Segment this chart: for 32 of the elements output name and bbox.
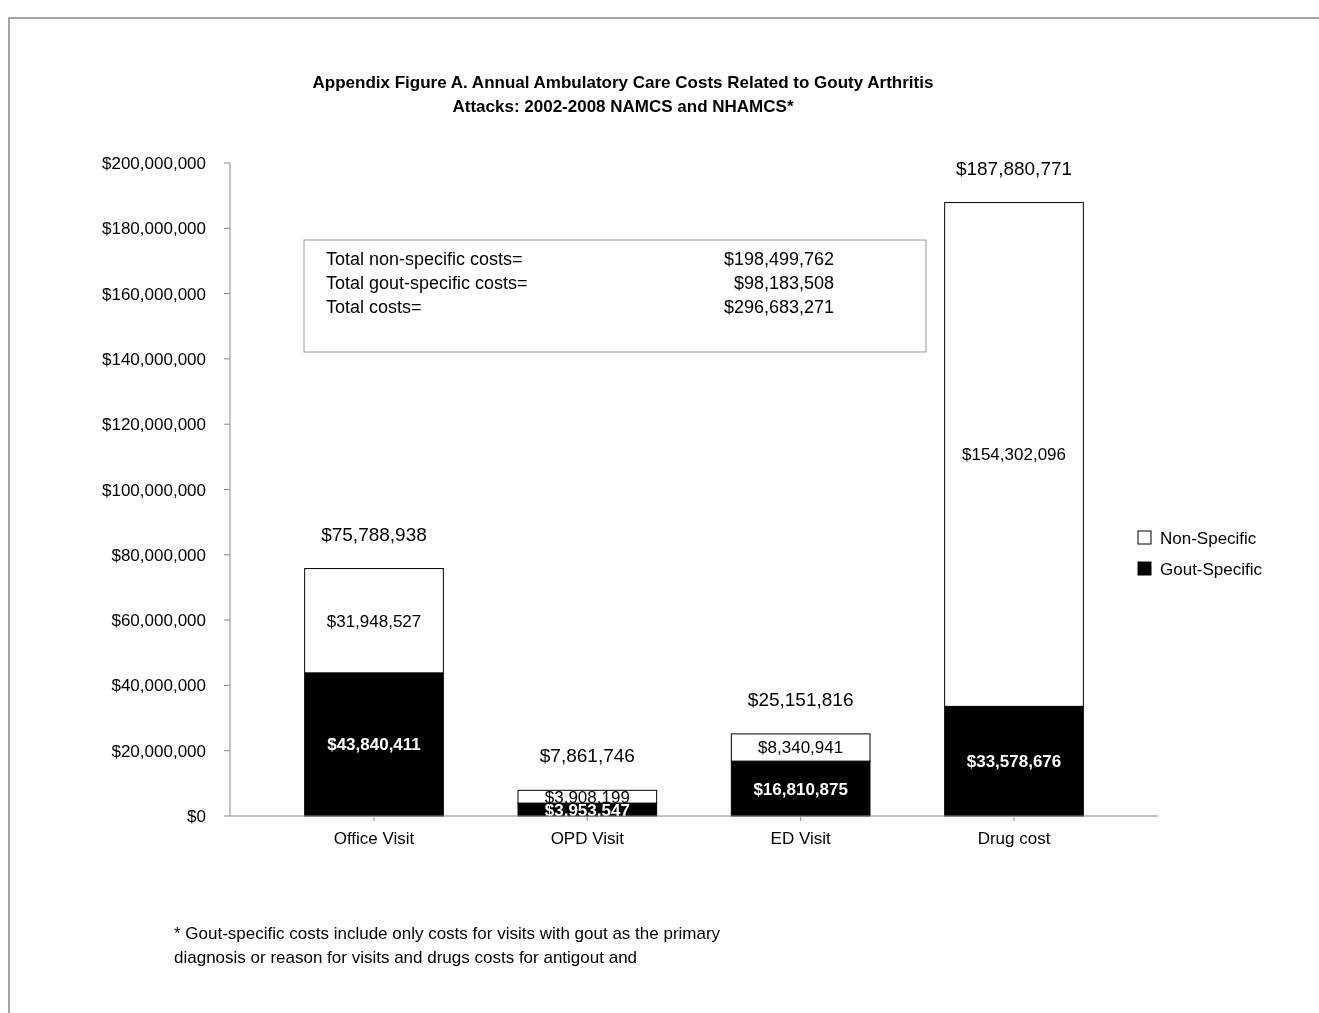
total-label: $7,861,746 — [539, 745, 635, 767]
legend-label: Non-Specific — [1160, 529, 1257, 548]
y-tick-label: $120,000,000 — [102, 415, 206, 435]
x-tick-label: Office Visit — [333, 829, 415, 848]
y-tick-label: $180,000,000 — [102, 219, 206, 239]
total-label: $187,880,771 — [955, 157, 1073, 179]
data-label: $43,840,411 — [327, 735, 421, 755]
data-label: $8,340,941 — [758, 738, 844, 758]
y-tick-label: $100,000,000 — [102, 480, 206, 500]
y-tick-label: $20,000,000 — [111, 741, 206, 761]
data-label: $33,578,676 — [966, 752, 1062, 772]
data-label: $31,948,527 — [326, 611, 422, 631]
y-tick-label: $80,000,000 — [111, 545, 206, 565]
total-label: $25,151,816 — [747, 688, 854, 710]
text: Total costs= $296,683,271 — [326, 297, 834, 317]
y-tick-label: $200,000,000 — [102, 154, 206, 173]
text: Total non-specific costs= $198,499,762 — [326, 249, 834, 269]
total-label: $75,788,938 — [321, 523, 427, 545]
x-tick-label: ED Visit — [770, 829, 832, 848]
y-tick-label: $140,000,000 — [102, 349, 206, 369]
y-tick-label: $40,000,000 — [111, 676, 206, 696]
data-label: $16,810,875 — [753, 779, 848, 799]
legend-label: Gout-Specific — [1160, 560, 1263, 579]
text: * Gout-specific costs include only costs for visits with gout as the primary diagnosis or reason for visits and drugs costs for antigout and — [174, 924, 721, 967]
text: Total gout-specific costs= $98,183,508 — [326, 273, 834, 293]
chart-title: Appendix Figure A. Annual Ambulatory Care Costs Related to Gouty Arthritis Attacks: 2002-2008 NAMCS and NHAMCS* — [312, 73, 934, 116]
x-tick-label: OPD Visit — [550, 829, 625, 848]
data-label: $154,302,096 — [962, 445, 1066, 465]
y-tick-label: $160,000,000 — [102, 284, 206, 304]
x-tick-label: Drug cost — [977, 829, 1051, 848]
y-tick-label: $60,000,000 — [111, 611, 206, 631]
y-tick-label: $0 — [187, 807, 206, 826]
